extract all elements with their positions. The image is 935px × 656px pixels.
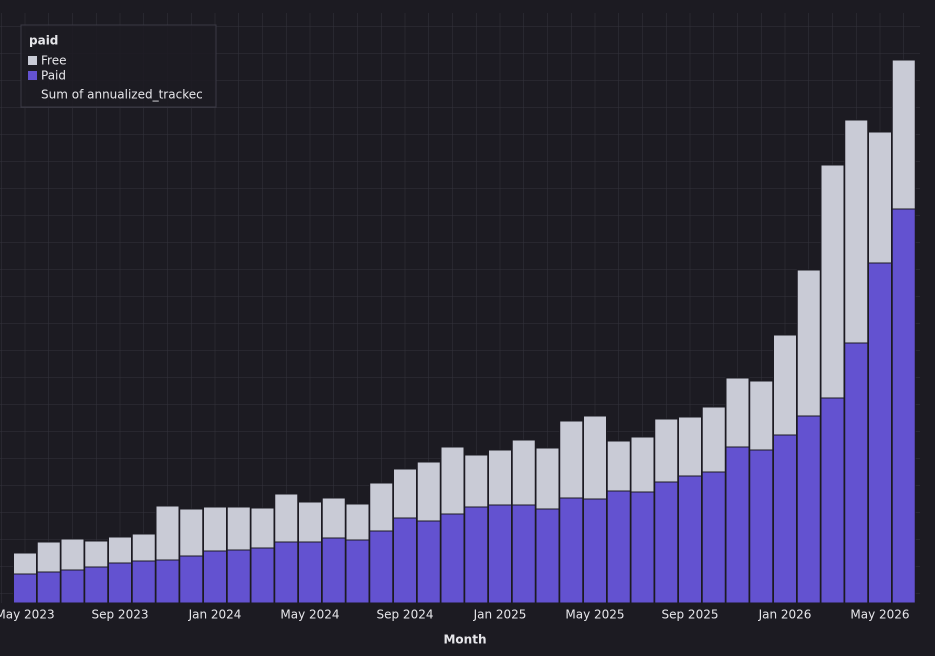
bar-segment — [891, 59, 916, 210]
bar-segment — [535, 447, 560, 510]
bar-segment — [321, 537, 346, 604]
bar-segment — [13, 573, 37, 604]
bar-segment — [226, 549, 251, 604]
bar-segment — [36, 541, 61, 573]
legend-title: paid — [29, 34, 58, 48]
bar-segment — [464, 454, 489, 508]
bar-segment — [535, 508, 560, 604]
bar-segment — [725, 446, 750, 604]
bar-segment — [60, 538, 85, 571]
legend-label: Paid — [41, 69, 66, 83]
bar-segment — [583, 415, 607, 500]
bar-segment — [345, 503, 370, 541]
bar-segment — [179, 508, 204, 557]
bar-segment — [773, 434, 797, 604]
legend-label: Free — [41, 54, 66, 68]
x-tick-label: Jan 2026 — [758, 608, 812, 622]
bar-segment — [773, 334, 797, 436]
bar-segment — [131, 560, 156, 604]
x-axis-label: Month — [443, 633, 486, 647]
bar-segment — [369, 530, 394, 604]
bar-segment — [488, 449, 512, 506]
bar-segment — [583, 498, 607, 604]
x-tick-label: May 2023 — [0, 608, 55, 622]
bar-segment — [606, 440, 631, 492]
x-tick-label: May 2024 — [280, 608, 339, 622]
bar-segment — [701, 406, 726, 473]
bar-segment — [749, 449, 774, 604]
bar-segment — [868, 131, 892, 264]
bar-segment — [488, 504, 512, 604]
bar-segment — [13, 552, 37, 575]
bar-segment — [345, 539, 370, 604]
bar-segment — [274, 541, 299, 604]
bar-segment — [60, 569, 85, 604]
bars — [13, 59, 916, 604]
bar-segment — [796, 269, 821, 417]
legend-box — [20, 24, 217, 108]
legend-swatch — [28, 71, 37, 80]
bar-segment — [844, 342, 869, 604]
bar-segment — [749, 380, 774, 451]
x-tick-label: May 2025 — [565, 608, 624, 622]
bar-segment — [179, 555, 204, 604]
bar-segment — [559, 497, 584, 604]
bar-segment — [630, 436, 655, 493]
bar-segment — [108, 536, 132, 564]
bar-segment — [131, 533, 156, 562]
bar-segment — [559, 420, 584, 499]
x-tick-label: Sep 2025 — [662, 608, 719, 622]
bar-segment — [654, 481, 679, 604]
bar-segment — [84, 566, 109, 604]
bar-segment — [820, 397, 845, 604]
bar-segment — [630, 491, 655, 604]
bar-segment — [678, 416, 702, 477]
bar-segment — [891, 208, 916, 604]
x-tick-label: Sep 2024 — [377, 608, 434, 622]
x-tick-label: Jan 2025 — [473, 608, 527, 622]
bar-segment — [796, 415, 821, 604]
bar-segment — [155, 559, 180, 604]
bar-segment — [678, 475, 702, 604]
bar-segment — [511, 504, 536, 604]
bar-segment — [416, 520, 441, 604]
bar-segment — [250, 547, 275, 604]
x-tick-label: Jan 2024 — [188, 608, 242, 622]
bar-segment — [606, 490, 631, 604]
bar-segment — [274, 493, 299, 543]
bar-segment — [321, 497, 346, 539]
bar-segment — [844, 119, 869, 344]
bar-segment — [298, 501, 322, 543]
bar-segment — [416, 461, 441, 522]
legend-note: Sum of annualized_trackec — [41, 88, 203, 102]
x-tick-label: Sep 2023 — [92, 608, 149, 622]
legend-swatch — [28, 56, 37, 65]
bar-segment — [203, 550, 227, 604]
bar-segment — [393, 468, 417, 519]
bar-segment — [393, 517, 417, 604]
x-tick-label: May 2026 — [850, 608, 909, 622]
bar-segment — [464, 506, 489, 604]
bar-segment — [725, 377, 750, 448]
bar-segment — [226, 506, 251, 551]
bar-segment — [820, 164, 845, 399]
bar-segment — [369, 482, 394, 532]
bar-segment — [701, 471, 726, 604]
bar-segment — [36, 571, 61, 604]
bar-segment — [868, 262, 892, 604]
bar-segment — [440, 513, 465, 604]
bar-segment — [654, 418, 679, 483]
bar-segment — [298, 541, 322, 604]
bar-segment — [250, 507, 275, 549]
bar-segment — [203, 506, 227, 552]
bar-segment — [84, 540, 109, 568]
bar-segment — [155, 505, 180, 561]
bar-segment — [511, 439, 536, 506]
bar-segment — [440, 446, 465, 515]
bar-segment — [108, 562, 132, 604]
